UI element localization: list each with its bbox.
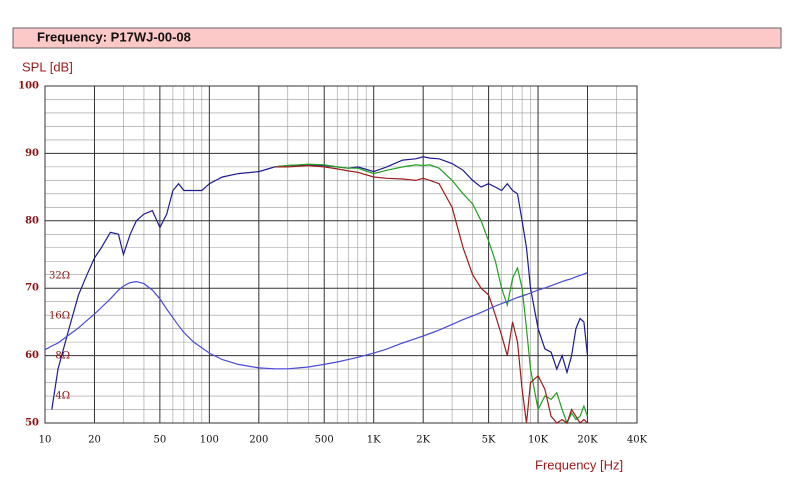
x-tick-label: 2K [416,435,430,446]
x-tick-label: 40K [627,435,648,446]
y2-tick-label: 32Ω [49,270,70,281]
y2-tick-label: 16Ω [49,310,70,321]
x-tick-label: 200 [249,435,268,446]
spl-line [274,163,589,425]
y-tick-label: 70 [25,283,39,294]
impedance-line [44,271,588,370]
x-tick-label: 50 [154,435,167,446]
y-tick-label: 60 [25,350,39,361]
spl-line [274,164,588,424]
x-tick-label: 5K [482,435,496,446]
plot-frame [44,85,638,424]
spl-line [51,156,589,410]
x-tick-label: 20 [88,435,101,446]
x-tick-label: 20K [577,435,598,446]
x-tick-label: 1K [367,435,381,446]
x-axis-label: Frequency [Hz] [535,457,623,472]
y-tick-label: 50 [25,418,39,429]
y-axis-label: SPL [dB] [22,59,73,74]
chart-title: Frequency: P17WJ-00-08 [37,29,191,44]
x-tick-label: 10 [39,435,52,446]
x-tick-label: 100 [200,435,219,446]
y2-tick-label: 8Ω [55,350,70,361]
header-bar [12,27,782,49]
x-tick-label: 500 [315,435,334,446]
x-tick-label: 10K [528,435,549,446]
y-tick-label: 80 [25,215,39,226]
y-tick-label: 100 [18,81,39,92]
y2-tick-label: 4Ω [55,390,70,401]
y-tick-label: 90 [25,148,39,159]
